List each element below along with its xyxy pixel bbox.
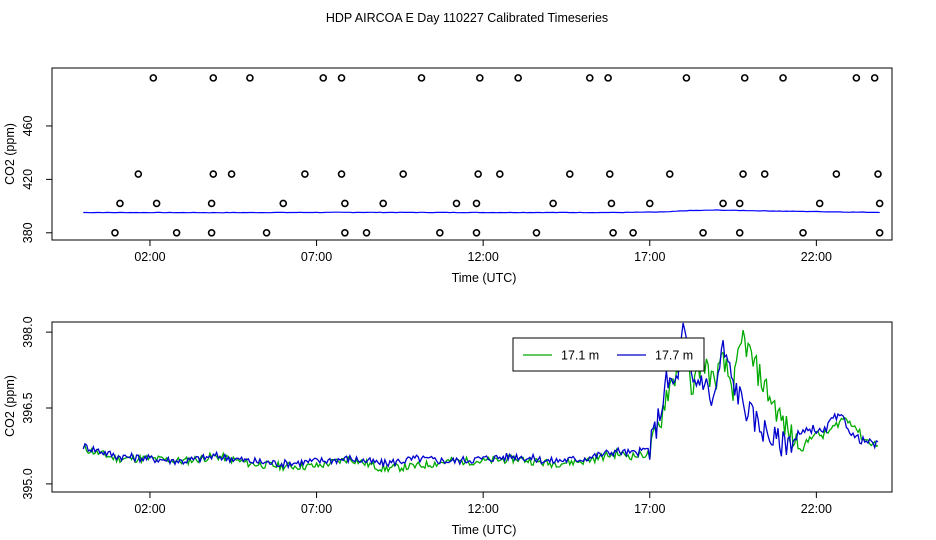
legend-label-17-7m: 17.7 m <box>655 349 693 363</box>
bottom-plot-frame <box>51 321 893 493</box>
scatter-point <box>209 170 218 178</box>
scatter-point <box>362 228 371 237</box>
figure-title: HDP AIRCOA E Day 110227 Calibrated Times… <box>326 11 608 25</box>
top-x-axis-label: Time (UTC) <box>452 271 517 285</box>
scatter-point <box>645 199 654 208</box>
scatter-point <box>514 74 522 82</box>
bottom-y-tick-label: 396.5 <box>21 392 35 423</box>
bottom-x-tick-label: 22:00 <box>801 502 832 516</box>
scatter-point <box>585 74 594 82</box>
top-x-tick-label: 07:00 <box>301 250 332 264</box>
top-y-axis-label: CO2 (ppm) <box>3 123 17 185</box>
scatter-point <box>496 170 504 178</box>
scatter-point <box>337 74 346 82</box>
top-plot-frame <box>51 67 893 241</box>
bottom-axes: 02:00 07:00 12:00 17:00 22:00 395.0 396.5 398.0 <box>21 316 832 516</box>
scatter-point <box>319 74 328 82</box>
bottom-panel: 02:00 07:00 12:00 17:00 22:00 395.0 396.5 398.0… <box>3 316 893 537</box>
scatter-point <box>874 170 882 178</box>
bottom-y-tick-label: 398.0 <box>21 316 35 347</box>
scatter-point <box>207 228 216 237</box>
top-marks <box>83 74 884 237</box>
scatter-point <box>152 199 161 208</box>
scatter-point <box>532 228 541 237</box>
scatter-point <box>436 228 444 237</box>
scatter-point <box>682 74 691 82</box>
scatter-point <box>875 228 884 237</box>
bottom-x-tick-label: 02:00 <box>134 502 165 516</box>
top-y-tick-label: 420 <box>21 169 35 190</box>
scatter-point <box>301 170 309 178</box>
bottom-y-axis-label: CO2 (ppm) <box>3 375 17 437</box>
scatter-point <box>149 74 158 82</box>
scatter-point <box>607 199 616 208</box>
scatter-point <box>379 199 388 208</box>
scatter-point <box>740 74 749 82</box>
scatter-point <box>134 170 143 178</box>
scatter-point <box>735 199 744 208</box>
top-x-tick-label: 02:00 <box>134 250 165 264</box>
scatter-point <box>476 74 484 82</box>
scatter-point <box>760 170 769 178</box>
bottom-marks <box>82 322 879 474</box>
legend-label-17-1m: 17.1 m <box>561 349 599 363</box>
series-line-17-7m <box>82 322 879 470</box>
bottom-y-tick-label: 395.0 <box>21 468 35 499</box>
scatter-point <box>472 228 481 237</box>
scatter-point <box>341 228 349 237</box>
scatter-point <box>246 74 254 82</box>
scatter-point <box>735 228 744 237</box>
scatter-point <box>565 170 574 178</box>
scatter-point <box>209 74 218 82</box>
scatter-point <box>549 199 557 208</box>
scatter-point <box>474 170 482 178</box>
scatter-point <box>227 170 236 178</box>
top-y-tick-label: 460 <box>21 115 35 136</box>
scatter-point <box>852 74 861 82</box>
scatter-point <box>116 199 124 208</box>
scatter-point <box>870 74 879 82</box>
top-panel: 02:00 07:00 12:00 17:00 22:00 380 420 460 Time … <box>3 67 893 285</box>
top-series-line <box>83 209 880 214</box>
scatter-point <box>111 228 119 237</box>
scatter-point <box>207 199 216 208</box>
scatter-point <box>699 228 707 237</box>
scatter-point <box>605 170 614 178</box>
scatter-point <box>417 74 426 82</box>
top-x-tick-label: 22:00 <box>801 250 832 264</box>
scatter-point <box>604 74 612 82</box>
scatter-point <box>799 228 807 237</box>
scatter-point <box>665 170 674 178</box>
scatter-point <box>875 199 884 208</box>
bottom-x-tick-label: 12:00 <box>468 502 499 516</box>
scatter-point <box>262 228 271 237</box>
scatter-point <box>739 170 747 178</box>
scatter-point <box>609 228 617 237</box>
top-y-tick-label: 380 <box>21 222 35 243</box>
scatter-point <box>452 199 461 208</box>
scatter-point <box>815 199 824 208</box>
top-x-tick-label: 17:00 <box>634 250 665 264</box>
bottom-x-tick-label: 07:00 <box>301 502 332 516</box>
top-x-tick-label: 12:00 <box>468 250 499 264</box>
series-line-17-1m <box>82 329 879 474</box>
scatter-point <box>719 199 727 208</box>
legend: 17.1 m 17.7 m <box>512 337 705 372</box>
scatter-point <box>337 170 346 178</box>
scatter-point <box>341 199 349 208</box>
scatter-point <box>472 199 481 208</box>
scatter-point <box>832 170 841 178</box>
scatter-point <box>279 199 288 208</box>
top-axes: 02:00 07:00 12:00 17:00 22:00 380 420 460 <box>21 115 832 264</box>
scatter-point <box>629 228 637 237</box>
scatter-point <box>779 74 787 82</box>
bottom-x-tick-label: 17:00 <box>634 502 665 516</box>
bottom-x-axis-label: Time (UTC) <box>452 523 517 537</box>
scatter-point <box>399 170 407 178</box>
scatter-point <box>172 228 181 237</box>
